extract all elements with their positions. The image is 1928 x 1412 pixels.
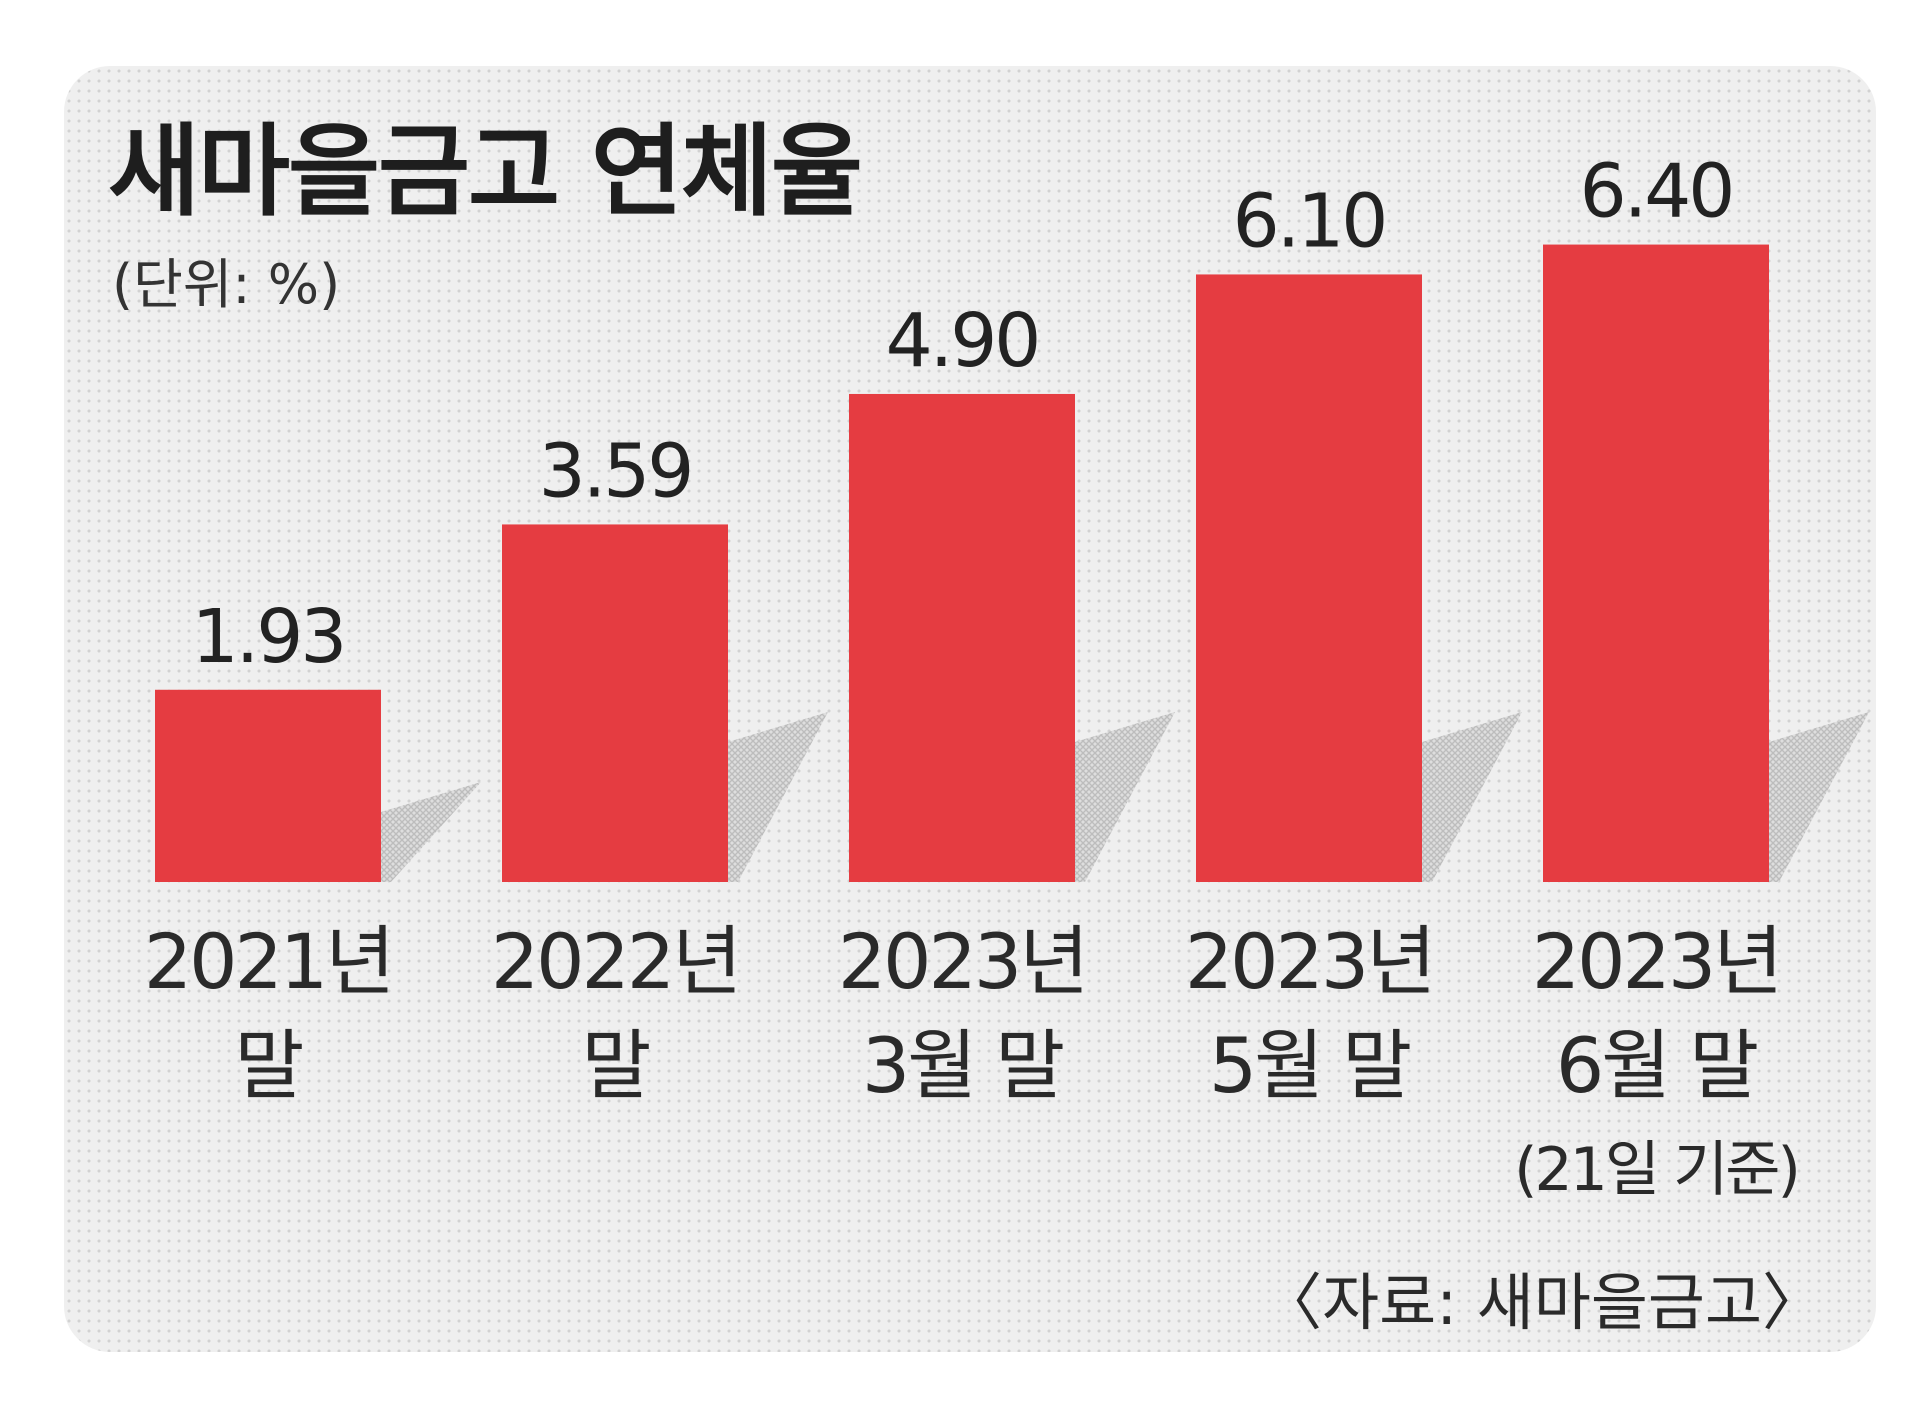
value-label: 1.93 bbox=[192, 594, 345, 680]
source-note: 〈자료: 새마을금고〉 bbox=[1260, 1266, 1824, 1339]
category-label: 2023년 bbox=[1185, 917, 1433, 1006]
category-label: 말 bbox=[582, 1021, 650, 1110]
unit-label: (단위: %) bbox=[112, 253, 341, 316]
bar bbox=[849, 393, 1075, 882]
bar-shadow bbox=[728, 712, 828, 882]
value-label: 6.40 bbox=[1580, 149, 1733, 235]
category-label: 5월 말 bbox=[1209, 1021, 1410, 1110]
category-label: 6월 말 bbox=[1556, 1021, 1757, 1110]
bar-shadow bbox=[1769, 712, 1869, 882]
category-label: 2023년 bbox=[838, 917, 1086, 1006]
category-label: 2023년 bbox=[1532, 917, 1780, 1006]
bar-shadow bbox=[1422, 712, 1522, 882]
bar bbox=[502, 524, 728, 882]
category-label: 3월 말 bbox=[862, 1021, 1063, 1110]
value-label: 6.10 bbox=[1233, 178, 1386, 264]
category-label: (21일 기준) bbox=[1514, 1135, 1798, 1205]
category-label: 2022년 bbox=[491, 917, 739, 1006]
bar-shadow bbox=[381, 782, 481, 882]
bar bbox=[1543, 244, 1769, 882]
category-label: 말 bbox=[235, 1021, 303, 1110]
bar bbox=[155, 689, 381, 882]
value-label: 4.90 bbox=[886, 298, 1039, 384]
bar-shadow bbox=[1075, 712, 1175, 882]
chart-title: 새마을금고 연체율 bbox=[108, 113, 863, 230]
bar bbox=[1196, 274, 1422, 882]
category-label: 2021년 bbox=[144, 917, 392, 1006]
value-label: 3.59 bbox=[539, 428, 692, 514]
